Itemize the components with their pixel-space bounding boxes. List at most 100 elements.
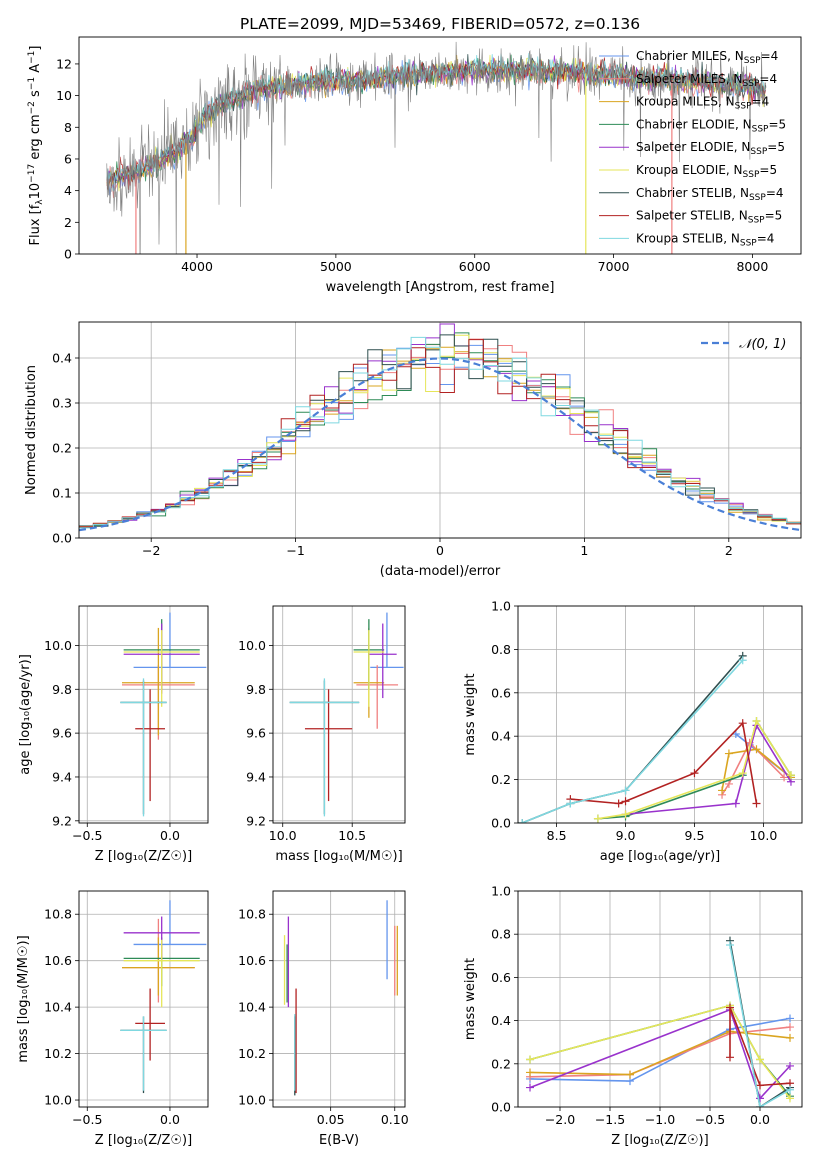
y-axis-label-part: Flux [f bbox=[28, 204, 43, 245]
y-tick-label: 2 bbox=[64, 215, 72, 230]
error-bar bbox=[135, 689, 165, 802]
legend-label: Chabrier STELIB, NSSP=4 bbox=[636, 186, 784, 203]
weight-line bbox=[529, 1008, 791, 1100]
y-tick-label: 1.0 bbox=[491, 599, 511, 614]
weight-line bbox=[625, 723, 792, 816]
weight-marker bbox=[752, 799, 761, 808]
spectrum-panel: PLATE=2099, MJD=53469, FIBERID=0572, z=0… bbox=[27, 15, 802, 295]
legend-label-sub: SSP bbox=[748, 216, 765, 226]
y-axis-label: Normed distribution bbox=[24, 365, 39, 495]
legend-label-sub: SSP bbox=[743, 79, 760, 89]
y-axis-label-part: −17 bbox=[27, 164, 37, 183]
x-tick-label: −0.5 bbox=[695, 1112, 725, 1127]
plot-area bbox=[518, 651, 795, 823]
x-tick-label: 8.5 bbox=[547, 828, 567, 843]
residual-histogram bbox=[79, 336, 801, 529]
legend-label-name: Kroupa MILES, N bbox=[636, 95, 735, 109]
y-tick-label: 10.8 bbox=[44, 907, 72, 922]
axes-frame bbox=[272, 890, 406, 1108]
y-tick-label: 10.2 bbox=[238, 1046, 266, 1061]
y-tick-label: 10.0 bbox=[238, 638, 266, 653]
legend-label-name: Chabrier STELIB, N bbox=[636, 186, 749, 200]
axes-frame bbox=[78, 321, 802, 539]
x-axis-label: E(B-V) bbox=[319, 1133, 359, 1148]
error-bar bbox=[122, 627, 195, 736]
y-tick-label: 0.8 bbox=[491, 642, 511, 657]
error-bar bbox=[304, 689, 353, 802]
x-axis-label: Z [log₁₀(Z/Z☉)] bbox=[95, 849, 192, 864]
legend-label-name: Salpeter ELODIE, N bbox=[636, 140, 750, 154]
weight-line bbox=[521, 659, 744, 823]
legend-label-sub: SSP bbox=[743, 170, 760, 180]
error-bar bbox=[120, 678, 167, 817]
y-axis-label-part: ] bbox=[28, 46, 43, 51]
legend-label-name: Salpeter STELIB, N bbox=[636, 209, 748, 223]
weight-marker bbox=[756, 1103, 764, 1107]
error-bar bbox=[120, 1016, 167, 1091]
legend-label: Salpeter STELIB, NSSP=5 bbox=[636, 209, 782, 226]
y-tick-label: 0.8 bbox=[491, 927, 511, 942]
y-tick-label: 0.4 bbox=[52, 351, 72, 366]
plot-area bbox=[106, 41, 767, 254]
y-tick-label: 0.4 bbox=[491, 1013, 511, 1028]
weight-marker bbox=[786, 1033, 794, 1042]
residual-histogram bbox=[79, 339, 801, 528]
y-tick-label: 0.1 bbox=[52, 486, 72, 501]
weight-marker bbox=[718, 786, 727, 795]
y-axis-label: mass weight bbox=[463, 958, 478, 1040]
residual-histogram bbox=[79, 334, 801, 528]
y-axis-label-part: −1 bbox=[27, 51, 37, 64]
x-axis-label: (data-model)/error bbox=[380, 564, 501, 579]
y-tick-label: 4 bbox=[64, 183, 72, 198]
x-tick-label: 1 bbox=[580, 543, 588, 558]
y-tick-label: 10.8 bbox=[238, 907, 266, 922]
weight-marker bbox=[621, 810, 630, 819]
x-tick-label: 10.5 bbox=[338, 828, 366, 843]
y-tick-label: 10.4 bbox=[44, 1000, 72, 1015]
legend-label-suffix: =4 bbox=[759, 72, 777, 86]
error-bar bbox=[370, 612, 404, 669]
x-tick-label: −1 bbox=[286, 543, 304, 558]
y-axis-label: mass [log₁₀(M/M☉)] bbox=[16, 935, 31, 1062]
legend-label: Kroupa STELIB, NSSP=4 bbox=[636, 231, 774, 248]
weight-marker bbox=[738, 719, 747, 728]
x-tick-label: 6000 bbox=[459, 259, 491, 274]
x-tick-label: 8000 bbox=[736, 259, 768, 274]
x-tick-label: 9.5 bbox=[685, 828, 705, 843]
residuals-panel: −2 −1 0 1 2 0.0 0.1 0.2 0.3 0.4 (data-model)/error… bbox=[24, 321, 802, 579]
y-tick-label: 9.8 bbox=[52, 682, 72, 697]
y-tick-label: 10.0 bbox=[44, 1093, 72, 1108]
y-tick-label: 9.8 bbox=[246, 682, 266, 697]
y-axis-label-part: −2 bbox=[27, 101, 37, 114]
y-tick-label: 10.6 bbox=[44, 953, 72, 968]
y-tick-label: 6 bbox=[64, 151, 72, 166]
y-tick-label: 10.4 bbox=[238, 1000, 266, 1015]
y-tick-label: 9.2 bbox=[52, 813, 72, 828]
y-tick-label: 9.4 bbox=[52, 769, 72, 784]
weight-line bbox=[529, 1030, 791, 1076]
weight-line bbox=[721, 741, 785, 796]
y-axis-label: mass weight bbox=[463, 673, 478, 755]
legend-label-suffix: =4 bbox=[752, 95, 770, 109]
weight-line bbox=[729, 1007, 791, 1087]
x-axis-label: age [log₁₀(age/yr)] bbox=[600, 849, 721, 864]
x-axis-label: wavelength [Angstrom, rest frame] bbox=[326, 280, 555, 295]
age-vs-metallicity-panel: −0.5 0.0 9.2 9.4 9.6 9.8 10.0 Z [log₁₀(Z/Z☉)] ag… bbox=[18, 605, 209, 864]
weight-marker bbox=[626, 1070, 634, 1079]
weight-marker bbox=[786, 1014, 794, 1023]
y-axis-label-part: s bbox=[28, 90, 43, 101]
y-tick-label: 0 bbox=[64, 247, 72, 262]
x-tick-label: 9.0 bbox=[616, 828, 636, 843]
x-tick-label: 0 bbox=[436, 543, 444, 558]
weight-marker bbox=[621, 797, 630, 806]
weight-marker bbox=[518, 819, 527, 823]
y-tick-label: 0.2 bbox=[491, 772, 511, 787]
weight-marker bbox=[726, 1003, 734, 1012]
y-tick-label: 0.6 bbox=[491, 685, 511, 700]
legend-label: Salpeter MILES, NSSP=4 bbox=[636, 72, 777, 89]
error-bar bbox=[135, 988, 165, 1061]
weight-marker bbox=[731, 799, 740, 808]
legend-label-sub: SSP bbox=[735, 102, 752, 112]
